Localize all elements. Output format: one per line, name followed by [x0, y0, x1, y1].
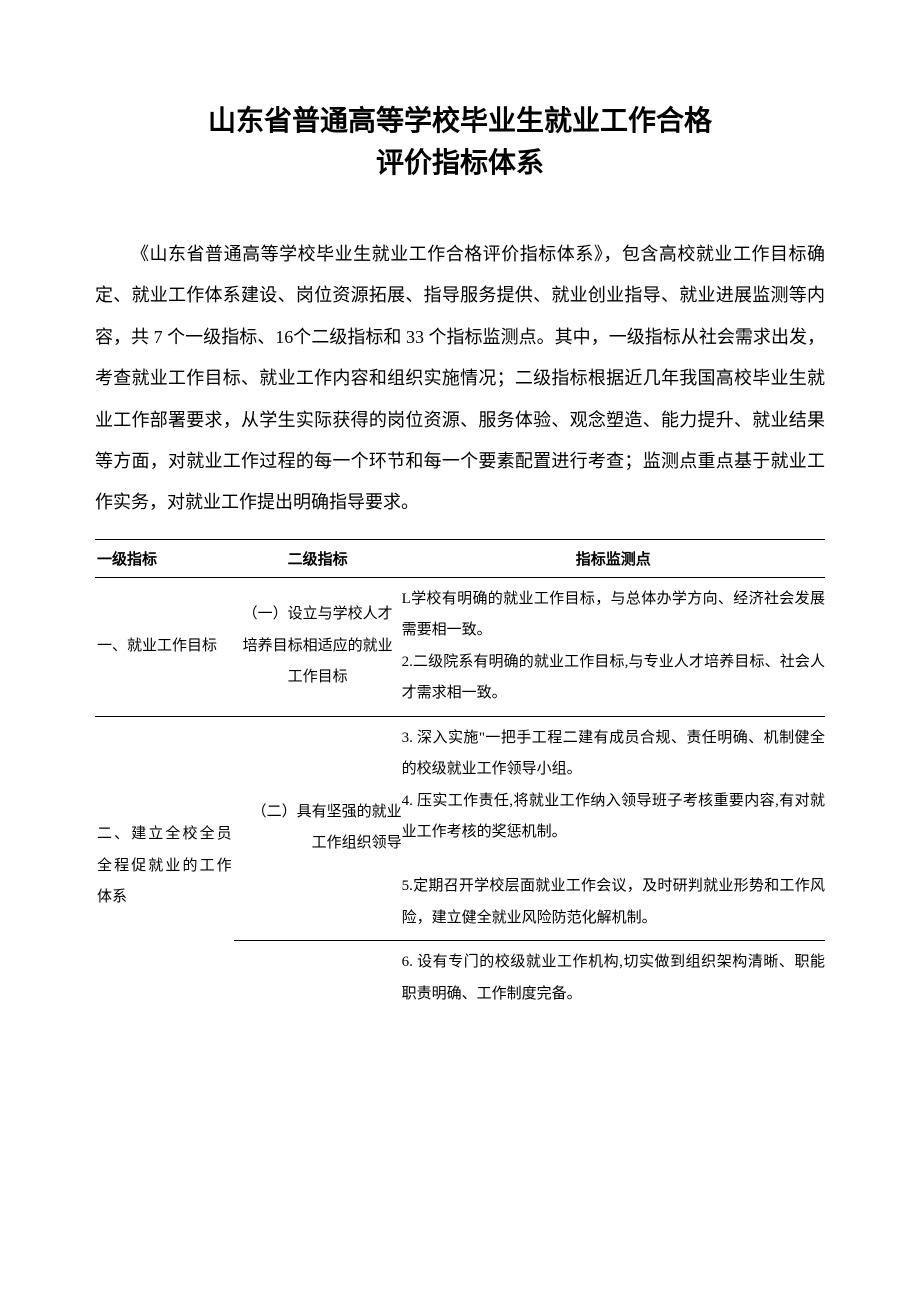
- point-text: L学校有明确的就业工作目标，与总体办学方向、经济社会发展需要相一致。: [402, 584, 825, 647]
- table-row: 二、建立全校全员全程促就业的工作体系 （二）具有坚强的就业工作组织领导 3. 深…: [95, 716, 825, 941]
- point-text: 6. 设有专门的校级就业工作机构,切实做到组织架构清晰、职能职责明确、工作制度完…: [402, 947, 825, 1010]
- point-text: [402, 849, 825, 872]
- point-text: 2.二级院系有明确的就业工作目标,与专业人才培养目标、社会人才需求相一致。: [402, 647, 825, 710]
- level1-cell: 一、就业工作目标: [95, 577, 234, 716]
- header-col1: 一级指标: [95, 539, 234, 577]
- document-title: 山东省普通高等学校毕业生就业工作合格 评价指标体系: [95, 100, 825, 184]
- indicator-table: 一级指标 二级指标 指标监测点 一、就业工作目标 （一）设立与学校人才培养目标相…: [95, 539, 825, 1017]
- level2-cell: （一）设立与学校人才培养目标相适应的就业工作目标: [234, 577, 402, 716]
- title-line2: 评价指标体系: [376, 147, 544, 178]
- point-text: 5.定期召开学校层面就业工作会议，及时研判就业形势和工作风险，建立健全就业风险防…: [402, 871, 825, 934]
- points-cell: 6. 设有专门的校级就业工作机构,切实做到组织架构清晰、职能职责明确、工作制度完…: [402, 941, 825, 1017]
- title-line1: 山东省普通高等学校毕业生就业工作合格: [208, 105, 712, 136]
- points-cell: L学校有明确的就业工作目标，与总体办学方向、经济社会发展需要相一致。 2.二级院…: [402, 577, 825, 716]
- header-col3: 指标监测点: [402, 539, 825, 577]
- intro-paragraph: 《山东省普通高等学校毕业生就业工作合格评价指标体系》，包含高校就业工作目标确定、…: [95, 234, 825, 524]
- points-cell: 3. 深入实施"一把手工程二建有成员合规、责任明确、机制健全的校级就业工作领导小…: [402, 716, 825, 941]
- level1-cell: 二、建立全校全员全程促就业的工作体系: [95, 716, 234, 1016]
- point-text: 4. 压实工作责任,将就业工作纳入领导班子考核重要内容,有对就业工作考核的奖惩机…: [402, 786, 825, 849]
- level2-cell: [234, 941, 402, 1017]
- table-header-row: 一级指标 二级指标 指标监测点: [95, 539, 825, 577]
- header-col2: 二级指标: [234, 539, 402, 577]
- level2-cell: （二）具有坚强的就业工作组织领导: [234, 716, 402, 941]
- table-row: 一、就业工作目标 （一）设立与学校人才培养目标相适应的就业工作目标 L学校有明确…: [95, 577, 825, 716]
- point-text: 3. 深入实施"一把手工程二建有成员合规、责任明确、机制健全的校级就业工作领导小…: [402, 723, 825, 786]
